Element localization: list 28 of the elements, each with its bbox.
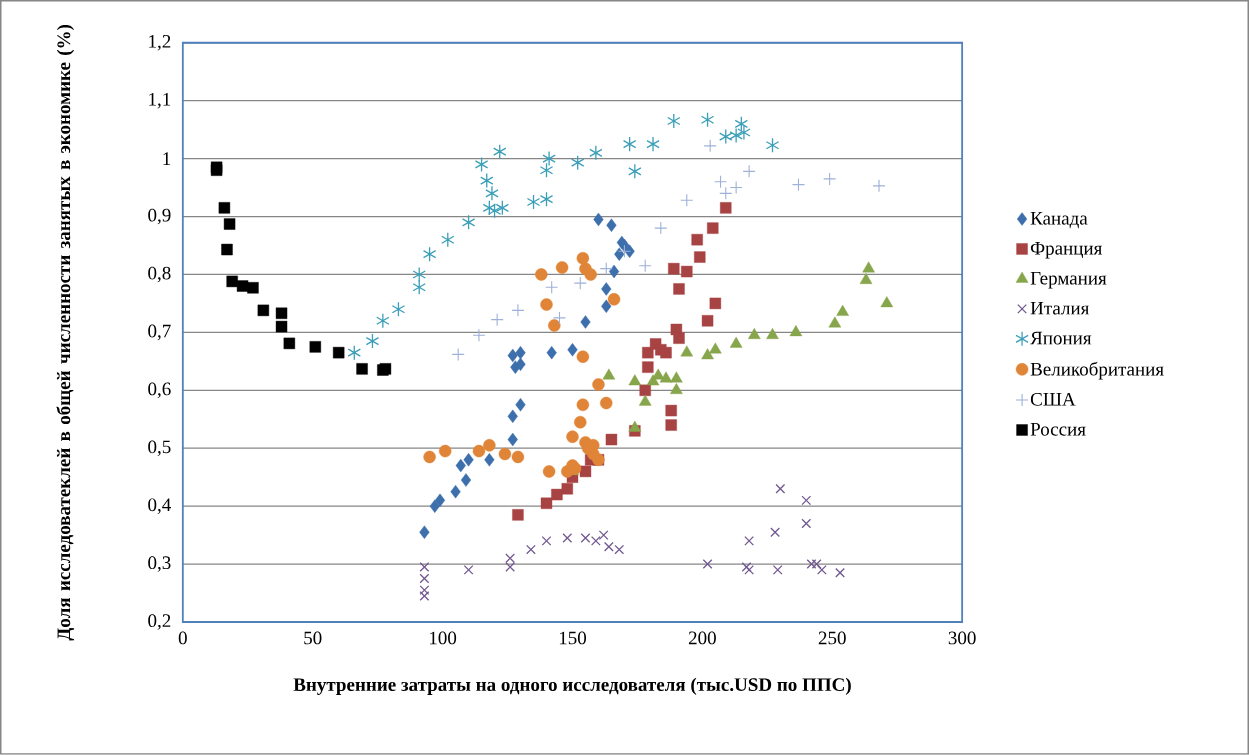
legend-label: Россия [1030, 423, 1086, 436]
y-tick-label: 1,1 [149, 93, 171, 109]
legend-label: Канада [1030, 212, 1088, 229]
y-tick-label: 0,2 [148, 614, 171, 630]
legend-label: Франция [1030, 242, 1102, 259]
x-axis-title: Внутренние затраты на одного исследователя (тыс.USD по ППС) [293, 677, 851, 696]
y-tick-label: 0,6 [148, 382, 171, 399]
legend-label: США [1030, 393, 1076, 406]
x-tick-label: 0 [178, 631, 187, 645]
y-tick-label: 1 [163, 152, 171, 165]
x-tick-label: 100 [430, 631, 457, 645]
y-tick-label: 0,9 [148, 208, 171, 225]
x-tick-label: 150 [559, 631, 587, 645]
legend-label: Германия [1030, 272, 1107, 289]
x-tick-label: 250 [818, 631, 846, 645]
legend-label: Япония [1030, 331, 1092, 345]
y-tick-label: 1,2 [149, 35, 171, 51]
y-tick-label: 0,3 [148, 556, 171, 572]
y-tick-label: 0,8 [148, 266, 171, 283]
y-tick-label: 0,4 [148, 498, 171, 515]
y-axis-title: Доля исследоватеклей в общей численности занятых в экономике (%) [56, 25, 75, 641]
legend-label: Великобритания [1030, 361, 1164, 380]
legend-label: Италия [1030, 302, 1090, 315]
x-tick-label: 300 [948, 631, 976, 645]
y-tick-label: 0,5 [148, 440, 171, 457]
x-tick-label: 50 [304, 631, 322, 645]
x-tick-label: 200 [688, 631, 716, 645]
y-tick-label: 0,7 [148, 324, 171, 341]
